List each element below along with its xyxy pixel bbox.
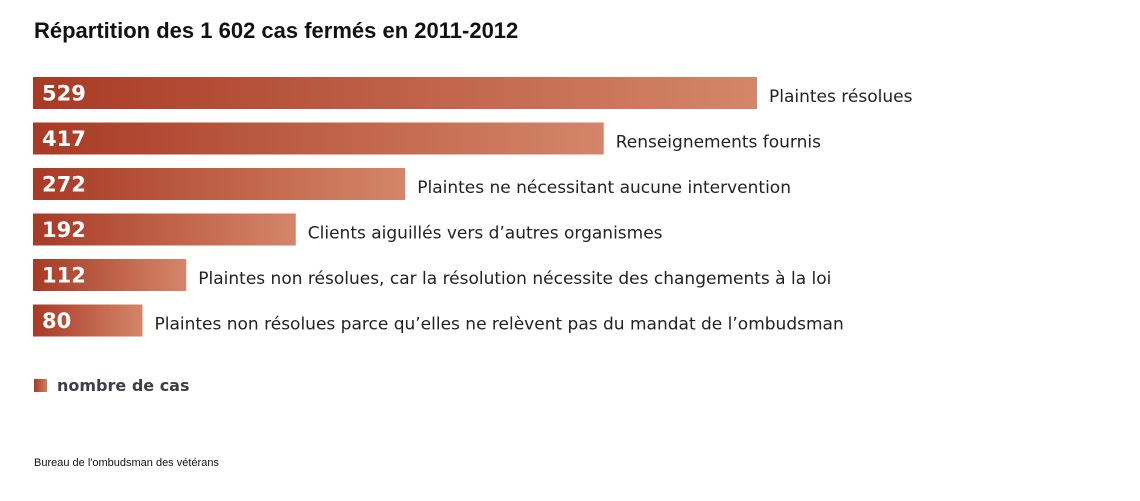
source-note: Bureau de l'ombudsman des vétérans <box>34 457 219 469</box>
bar <box>33 77 757 109</box>
category-label: Plaintes ne nécessitant aucune intervent… <box>417 178 791 198</box>
category-label: Plaintes résolues <box>769 87 913 107</box>
legend: nombre de cas <box>34 376 190 395</box>
bar <box>33 259 187 291</box>
category-label: Plaintes non résolues, car la résolution… <box>198 269 831 289</box>
category-label: Clients aiguillés vers d’autres organism… <box>308 224 663 244</box>
bar <box>33 213 296 246</box>
bar-value-label: 272 <box>42 173 86 197</box>
bar-value-label: 112 <box>42 264 86 288</box>
bar <box>33 122 604 155</box>
category-label: Plaintes non résolues parce qu’elles ne … <box>154 315 843 335</box>
category-label: Renseignements fournis <box>616 133 821 153</box>
legend-label: nombre de cas <box>57 376 190 395</box>
bar-value-label: 192 <box>42 218 86 242</box>
bar-value-label: 417 <box>42 127 86 151</box>
bar <box>33 168 406 200</box>
bar-chart: 529 Plaintes résolues 417 Renseignements fo… <box>33 77 913 337</box>
bar-value-label: 80 <box>42 309 71 333</box>
legend-swatch <box>34 379 47 392</box>
chart-title: Répartition des 1 602 cas fermés en 2011… <box>34 18 519 43</box>
bar-value-label: 529 <box>42 82 86 106</box>
bar <box>33 304 143 337</box>
